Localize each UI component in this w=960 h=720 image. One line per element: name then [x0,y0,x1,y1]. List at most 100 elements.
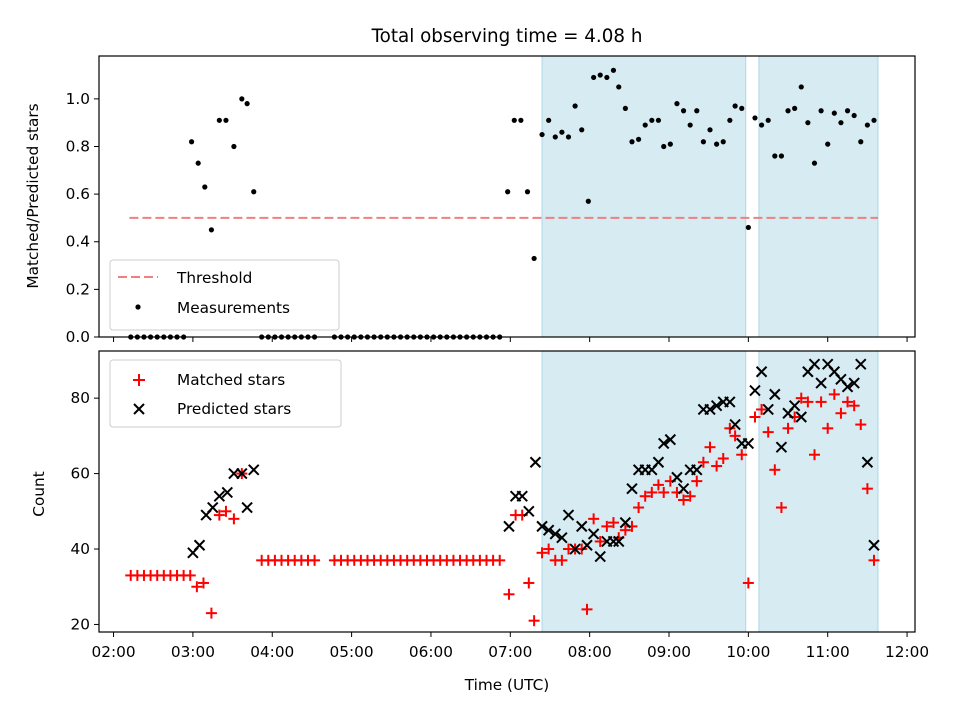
bottom-y-tick-label: 80 [71,389,90,407]
bottom-y-axis-label: Count [30,471,48,516]
predicted-star-point [769,388,781,401]
measurement-point [649,117,655,123]
predicted-star-point [775,441,788,453]
predicted-star-point [562,509,575,521]
predicted-star-point [868,539,880,551]
measurement-point [798,84,804,90]
bottom-shaded-interval [541,350,747,633]
predicted-star-point [704,403,716,416]
matched-star-point [808,449,820,461]
top-shaded-interval [541,55,747,338]
predicted-star-point [861,456,874,468]
measurement-point [616,84,622,90]
predicted-star-point [207,501,219,514]
matched-star-point [711,460,723,472]
measurement-point [208,227,215,233]
measurement-point [805,120,811,126]
matched-star-point [652,479,664,491]
predicted-star-point [710,399,723,412]
matched-star-point [528,615,540,627]
matched-star-point [205,607,217,619]
predicted-star-point [658,437,670,450]
predicted-star-point [677,482,690,495]
measurement-point [610,67,617,73]
x-tick-label: 03:00 [171,643,215,661]
measurement-point [539,131,545,138]
measurement-point [251,189,257,195]
predicted-star-point [576,520,588,533]
matched-star-point [213,509,225,521]
matched-star-point [861,483,873,495]
measurement-point [604,74,610,81]
matched-star-point [594,535,606,547]
matched-star-point [855,419,867,431]
predicted-star-point [664,433,677,446]
x-tick-label: 09:00 [647,643,691,661]
x-tick-label: 07:00 [488,643,532,661]
predicted-star-point [619,516,632,529]
legend-measurements-label: Measurements [177,299,290,317]
matched-star-point [601,520,613,532]
measurement-point [622,105,628,111]
matched-star-point [523,577,535,589]
measurement-point [707,127,713,133]
top-y-tick-label: 0.6 [66,185,90,203]
matched-star-point [835,407,847,419]
matched-star-point [503,588,515,600]
measurement-point [752,115,758,121]
matched-star-point [228,513,240,525]
predicted-star-point [556,531,568,544]
measurement-point [851,112,857,119]
matched-star-point [678,494,690,506]
measurement-point [732,103,738,109]
x-tick-label: 11:00 [806,643,850,661]
matched-star-point [588,513,600,525]
predicted-star-point [841,381,854,393]
matched-star-point [494,554,506,566]
measurement-point [818,108,824,114]
matched-star-point [684,490,696,502]
matched-star-point [736,449,748,461]
x-tick-label: 10:00 [726,643,770,661]
ratio-panel: 0.0 0.2 0.4 0.6 0.8 1.0 Matched/Predicted sta… [24,55,916,346]
x-tick-label: 12:00 [885,643,929,661]
predicted-star-point [587,528,600,540]
measurement-point [765,117,771,123]
measurement-point [785,108,791,114]
predicted-star-point [503,520,515,533]
x-tick-label: 04:00 [250,643,294,661]
predicted-star-point [193,539,206,551]
predicted-star-point [549,528,561,540]
measurement-point [844,108,851,114]
legend-measurements-swatch [135,304,141,310]
matched-star-point [576,543,588,555]
top-legend: Threshold Measurements [109,259,340,331]
measurement-point [195,160,201,166]
top-y-axis-label: Matched/Predicted stars [24,103,42,288]
matched-star-point [633,502,645,514]
predicted-star-point [236,467,248,480]
measurement-point [745,224,751,231]
matched-star-point [842,396,854,408]
measurement-point [871,117,877,123]
legend-threshold-label: Threshold [176,269,252,287]
predicted-star-point [536,520,548,533]
matched-star-point [848,400,860,412]
matched-star-point [581,603,593,615]
measurement-point [524,189,531,195]
matched-star-point [828,388,840,400]
measurement-point [667,141,673,147]
measurement-point [505,189,511,195]
matched-star-point [729,430,741,442]
matched-star-point [691,475,703,487]
measurement-point [655,117,662,123]
matched-star-point [762,426,774,438]
predicted-star-point [516,490,528,502]
measurement-point [825,141,831,147]
predicted-star-point [755,366,768,378]
measurement-point [629,139,635,145]
top-y-tick-label: 0.4 [66,233,90,251]
predicted-star-point [594,550,606,563]
predicted-star-point [221,486,233,499]
predicted-star-point [542,524,555,536]
